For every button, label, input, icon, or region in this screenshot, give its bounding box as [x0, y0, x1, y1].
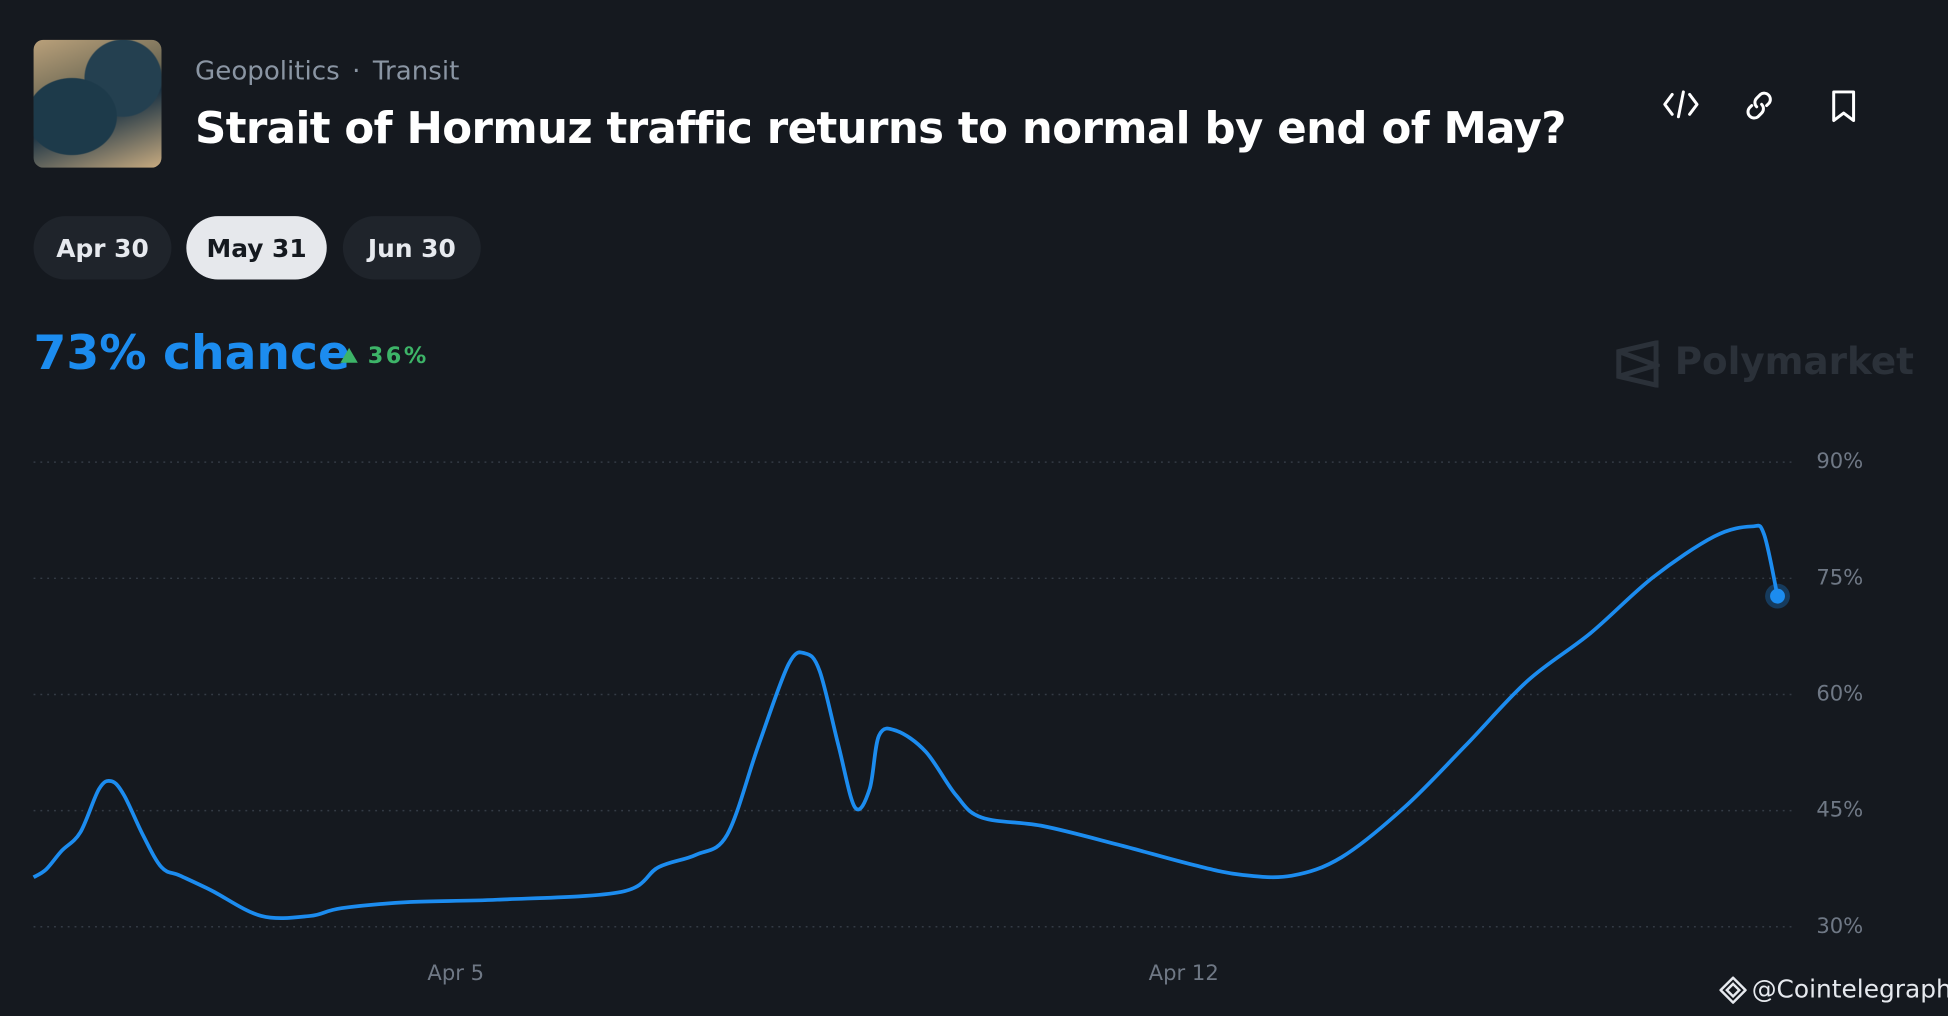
brand-logo	[1616, 340, 1660, 388]
bookmark-button[interactable]	[1832, 90, 1856, 122]
price-line	[32, 523, 1780, 921]
x-tick-label: Apr 5	[427, 960, 484, 985]
category[interactable]: Transit	[372, 55, 460, 86]
category[interactable]: Geopolitics	[195, 55, 340, 86]
date-tab[interactable]: Apr 30	[33, 216, 172, 280]
up-arrow	[340, 347, 358, 363]
market-thumbnail	[33, 39, 162, 168]
chance: 73% chance	[33, 325, 351, 381]
market-title: Strait of Hormuz traffic returns to norm…	[195, 104, 1566, 155]
end-point	[1770, 588, 1785, 604]
y-tick-label: 45%	[1816, 797, 1863, 822]
x-tick-label: Apr 12	[1149, 960, 1219, 985]
y-tick-label: 30%	[1816, 913, 1863, 938]
embed-button[interactable]	[1663, 90, 1699, 119]
y-tick-label: 75%	[1816, 564, 1863, 589]
watermark-logo	[1719, 976, 1747, 1004]
brand: Polymarket	[1674, 340, 1914, 384]
y-tick-label: 90%	[1816, 448, 1863, 473]
date-tab[interactable]: Jun 30	[342, 216, 481, 280]
watermark: @Cointelegraph	[1751, 974, 1948, 1004]
change: 36%	[367, 342, 429, 369]
action-icons	[1663, 90, 1856, 122]
breadcrumb: Geopolitics · Transit	[195, 55, 460, 86]
date-tab[interactable]: May 31	[186, 216, 327, 280]
link-button[interactable]	[1746, 91, 1772, 120]
y-tick-label: 60%	[1816, 680, 1863, 705]
